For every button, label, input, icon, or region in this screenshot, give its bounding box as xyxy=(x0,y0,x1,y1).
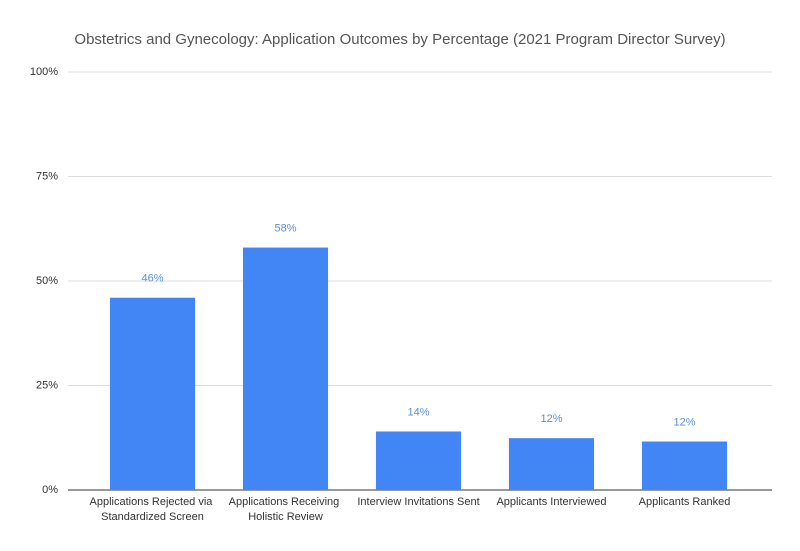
y-tick-label: 25% xyxy=(36,379,58,391)
x-tick-label: Applications Receiving Holistic Review xyxy=(229,496,343,523)
value-label: 14% xyxy=(407,406,429,418)
y-tick-label: 75% xyxy=(36,170,58,182)
x-tick-label: Interview Invitations Sent xyxy=(357,496,479,508)
y-tick-label: 0% xyxy=(42,484,58,496)
bar xyxy=(508,438,595,490)
bar xyxy=(109,297,196,490)
x-tick-label: Applicants Interviewed xyxy=(496,496,606,508)
y-tick-label: 50% xyxy=(36,275,58,287)
bar xyxy=(242,247,329,490)
chart-title: Obstetrics and Gynecology: Application O… xyxy=(74,31,725,48)
x-tick-label: Applications Rejected via Standardized S… xyxy=(90,496,216,523)
value-label: 12% xyxy=(673,416,695,428)
bar xyxy=(375,431,462,490)
x-tick-label: Applicants Ranked xyxy=(639,496,731,508)
value-label: 46% xyxy=(141,273,163,285)
bar xyxy=(641,441,728,490)
value-label: 58% xyxy=(274,222,296,234)
value-label: 12% xyxy=(540,413,562,425)
y-tick-label: 100% xyxy=(30,66,58,78)
